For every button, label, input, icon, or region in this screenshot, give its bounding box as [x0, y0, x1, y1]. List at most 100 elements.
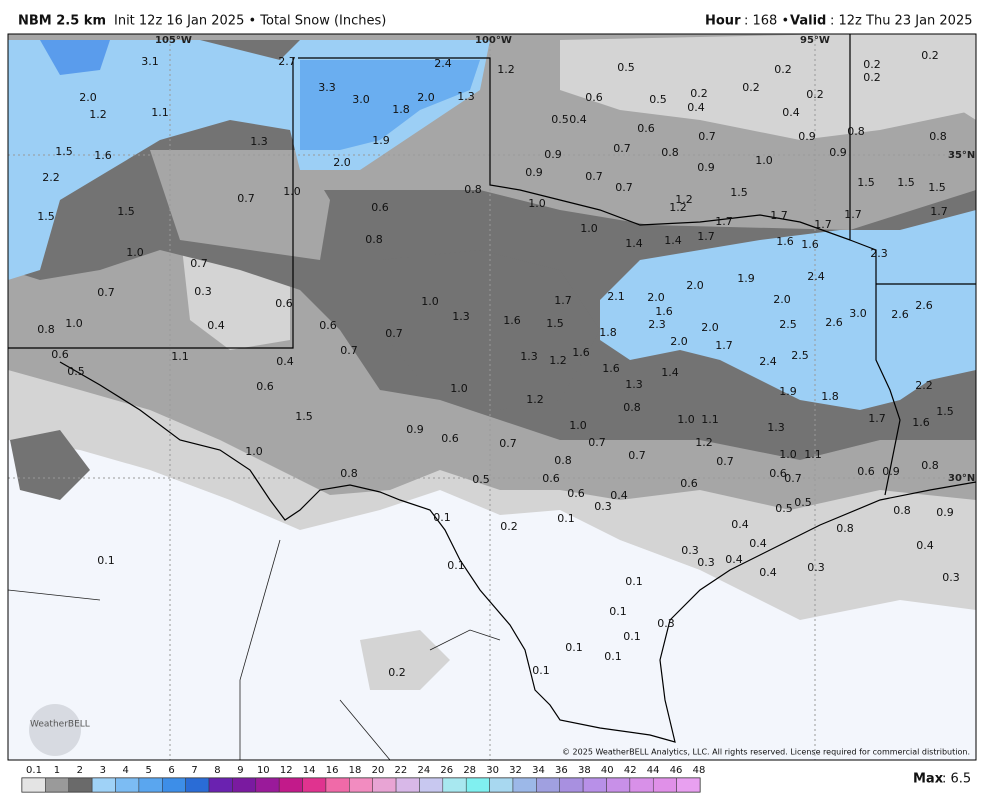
hour-value: : 168 •: [744, 14, 789, 29]
snow-label: 2.4: [807, 270, 825, 283]
snow-label: 1.6: [602, 362, 620, 375]
snow-label: 0.7: [190, 257, 208, 270]
snow-label: 0.8: [893, 504, 911, 517]
grid-label: 95°W: [800, 35, 830, 46]
snow-label: 0.2: [388, 666, 406, 679]
snow-label: 1.2: [89, 108, 107, 121]
snow-label: 0.4: [276, 355, 294, 368]
snow-label: 1.5: [730, 186, 748, 199]
snow-label: 1.0: [779, 448, 797, 461]
snow-label: 2.3: [870, 247, 888, 260]
legend-swatch: [559, 777, 584, 793]
legend-label: 1: [54, 765, 60, 776]
snow-label: 2.0: [333, 156, 351, 169]
snow-label: 2.2: [915, 379, 933, 392]
valid-label: Valid: [790, 14, 826, 29]
snow-label: 0.8: [836, 522, 854, 535]
snow-label: 0.7: [585, 170, 603, 183]
snow-label: 0.5: [794, 496, 812, 509]
snow-label: 1.8: [599, 326, 617, 339]
snow-label: 1.8: [392, 103, 410, 116]
snow-label: 2.4: [434, 57, 452, 70]
shade-mid-inner: [150, 150, 330, 260]
snow-label: 0.1: [625, 575, 643, 588]
snow-label: 1.2: [497, 63, 515, 76]
snow-label: 1.9: [372, 134, 390, 147]
legend-label: 9: [237, 765, 243, 776]
snow-label: 0.1: [609, 605, 627, 618]
legend-label: 5: [145, 765, 151, 776]
snow-label: 0.6: [637, 122, 655, 135]
snow-label: 0.5: [775, 502, 793, 515]
snow-label: 0.8: [37, 323, 55, 336]
legend-label: 28: [463, 765, 476, 776]
snow-label: 2.5: [791, 349, 809, 362]
state-border: [8, 34, 976, 496]
snow-label: 0.6: [51, 348, 69, 361]
snow-label: 0.3: [942, 571, 960, 584]
legend-swatch: [442, 777, 467, 793]
snow-label: 1.5: [936, 405, 954, 418]
legend-label: 32: [509, 765, 522, 776]
legend-swatch: [582, 777, 607, 793]
legend-swatch: [162, 777, 186, 793]
snow-label: 0.6: [275, 297, 293, 310]
legend-label: 46: [670, 765, 683, 776]
snow-label: 2.4: [759, 355, 777, 368]
snow-label: 0.8: [464, 183, 482, 196]
snow-label: 0.5: [472, 473, 490, 486]
snow-label: 0.4: [782, 106, 800, 119]
snow-label: 2.0: [79, 91, 97, 104]
legend-swatch: [278, 777, 303, 793]
snow-label: 0.9: [882, 465, 900, 478]
snow-label: 0.7: [716, 455, 734, 468]
snow-label: 0.6: [441, 432, 459, 445]
snow-label: 1.0: [65, 317, 83, 330]
snow-label: 1.5: [928, 181, 946, 194]
snow-label: 1.7: [715, 339, 733, 352]
snow-label: 0.7: [784, 472, 802, 485]
logo-text: WeatherBELL: [30, 720, 90, 730]
legend-swatch: [629, 777, 654, 793]
snow-label: 2.0: [686, 279, 704, 292]
legend-swatch: [185, 777, 210, 793]
snow-label: 0.2: [500, 520, 518, 533]
snow-label: 0.9: [829, 146, 847, 159]
snow-label: 1.6: [655, 305, 673, 318]
legend-label: 40: [601, 765, 614, 776]
snow-label: 1.4: [664, 234, 682, 247]
snow-label: 1.2: [675, 193, 693, 206]
snow-label: 0.2: [863, 58, 881, 71]
snow-label: 3.0: [849, 307, 867, 320]
legend-swatch: [676, 777, 701, 793]
snow-label: 0.7: [613, 142, 631, 155]
snow-label: 0.8: [661, 146, 679, 159]
snow-label: 0.6: [542, 472, 560, 485]
snow-label: 0.1: [97, 554, 115, 567]
grid-label: 30°N: [948, 473, 975, 484]
snow-label: 1.0: [580, 222, 598, 235]
legend-swatch: [465, 777, 490, 793]
snow-label: 0.3: [657, 617, 675, 630]
snow-label: 1.5: [857, 176, 875, 189]
snow-label: 0.7: [237, 192, 255, 205]
snow-label: 0.2: [921, 49, 939, 62]
snow-label: 0.6: [256, 380, 274, 393]
snow-label: 0.1: [447, 559, 465, 572]
legend-swatch: [45, 777, 70, 793]
grid-label: 100°W: [475, 35, 512, 46]
snow-label: 1.7: [868, 412, 886, 425]
snow-label: 2.0: [647, 291, 665, 304]
snow-label: 0.7: [628, 449, 646, 462]
snow-label: 0.7: [615, 181, 633, 194]
snow-label: 1.6: [503, 314, 521, 327]
legend-swatch: [91, 777, 116, 793]
snow-label: 1.5: [546, 317, 564, 330]
snow-label: 0.6: [857, 465, 875, 478]
snow-label: 0.4: [207, 319, 225, 332]
legend-label: 36: [555, 765, 568, 776]
snow-label: 1.0: [450, 382, 468, 395]
snow-label: 0.3: [697, 556, 715, 569]
snow-label: 2.6: [891, 308, 909, 321]
snow-label: 1.3: [520, 350, 538, 363]
